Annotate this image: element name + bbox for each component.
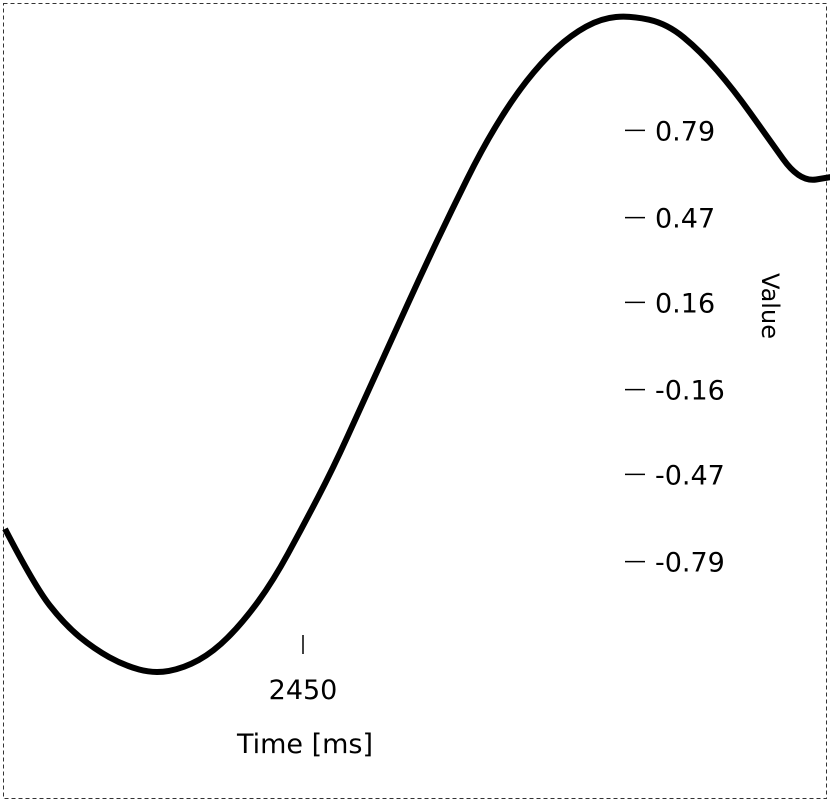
series-line-1 (2, 13, 830, 675)
x-tick-label: 2450 (269, 675, 338, 706)
chart-border (3, 3, 827, 799)
y-tick-label: 0.16 (655, 288, 715, 319)
x-axis: 2450 (269, 635, 338, 706)
y-tick-label: -0.79 (655, 548, 725, 579)
y-tick-label: -0.16 (655, 376, 725, 407)
y-tick-label: 0.47 (655, 204, 715, 235)
y-axis: 0.79 0.47 0.16 -0.16 -0.47 -0.79 (625, 116, 725, 579)
y-tick-label: -0.47 (655, 460, 725, 491)
x-axis-label: Time [ms] (236, 729, 373, 760)
y-axis-label: Value (756, 273, 784, 339)
plot-area (2, 13, 830, 675)
y-tick-label: 0.79 (655, 116, 715, 147)
